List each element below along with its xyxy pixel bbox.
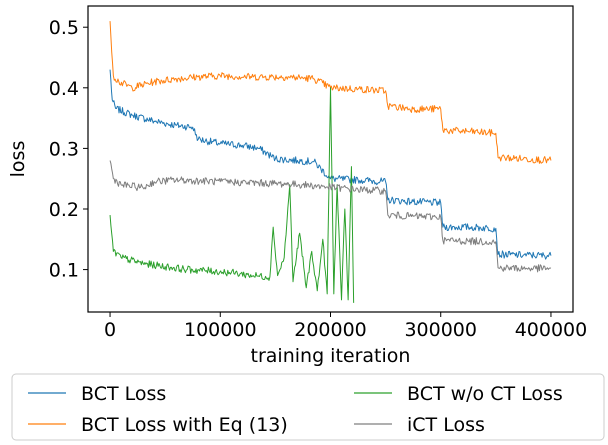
x-tick-label: 100000 [184, 319, 257, 341]
x-tick-label: 400000 [515, 319, 588, 341]
y-tick-label: 0.1 [49, 260, 79, 282]
legend-label: iCT Loss [407, 414, 485, 436]
y-tick-label: 0.2 [49, 199, 79, 221]
series-line-3 [109, 87, 355, 303]
y-tick-label: 0.5 [49, 17, 79, 39]
y-axis: 0.1 0.2 0.3 0.4 0.5 [49, 17, 88, 282]
legend-box [11, 373, 605, 441]
x-tick-label: 300000 [404, 319, 477, 341]
legend-label: BCT Loss [81, 383, 166, 405]
x-tick-label: 200000 [294, 319, 367, 341]
series-line-1 [109, 69, 552, 260]
legend: BCT Loss BCT Loss with Eq (13) BCT w/o CT … [11, 373, 605, 441]
legend-label: BCT w/o CT Loss [407, 383, 563, 405]
series-layer [109, 21, 552, 303]
x-axis-label: training iteration [251, 345, 411, 367]
legend-label: BCT Loss with Eq (13) [81, 414, 288, 436]
x-axis: 0 100000 200000 300000 400000 [104, 312, 587, 341]
x-tick-label: 0 [104, 319, 116, 341]
series-line-4 [109, 160, 552, 273]
y-tick-label: 0.3 [49, 138, 79, 160]
y-axis-label: loss [7, 141, 29, 178]
y-tick-label: 0.4 [49, 78, 79, 100]
